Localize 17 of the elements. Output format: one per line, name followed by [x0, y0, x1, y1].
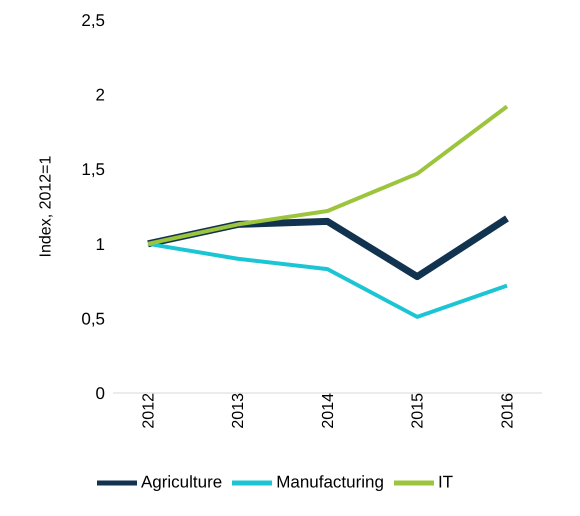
y-tick-label: 1: [96, 234, 105, 254]
line-series: [146, 104, 509, 246]
x-tick-label: 2014: [320, 392, 337, 429]
legend-label: Agriculture: [140, 472, 222, 492]
x-tick-label: 2015: [410, 392, 427, 429]
x-tick-label: 2013: [230, 392, 248, 429]
y-tick-label: 0,5: [81, 309, 105, 328]
x-tick-label: 2016: [499, 392, 516, 429]
line-series: [146, 242, 509, 319]
y-tick-label: 0: [96, 384, 105, 404]
legend-label: Manufacturing: [276, 472, 384, 492]
legend-label: IT: [438, 472, 454, 492]
y-tick-label: 2,5: [81, 11, 105, 30]
y-tick-label: 2: [96, 86, 105, 105]
x-tick-label: 2012: [140, 392, 158, 429]
y-axis-title: Index, 2012=1: [38, 155, 55, 258]
y-tick-label: 1,5: [81, 160, 105, 180]
